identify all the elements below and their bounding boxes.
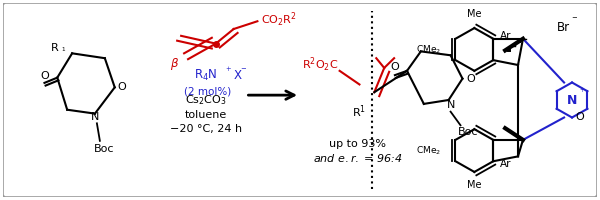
- Text: Boc: Boc: [458, 127, 479, 137]
- Text: R$_4$N: R$_4$N: [194, 68, 218, 83]
- Text: $^1$: $^1$: [61, 47, 66, 56]
- Text: Cs$_2$CO$_3$: Cs$_2$CO$_3$: [185, 93, 227, 107]
- Text: O: O: [40, 71, 49, 81]
- Text: $^-$: $^-$: [239, 66, 248, 76]
- Text: Me: Me: [467, 180, 482, 190]
- Text: O: O: [391, 62, 399, 72]
- Text: Me: Me: [467, 9, 482, 19]
- Text: CO$_2$R$^2$: CO$_2$R$^2$: [261, 10, 297, 29]
- Text: up to 93%: up to 93%: [329, 139, 386, 149]
- Text: N: N: [446, 100, 455, 110]
- Text: Br: Br: [557, 21, 570, 34]
- Text: O: O: [575, 112, 584, 122]
- Text: $^+$: $^+$: [578, 87, 586, 97]
- Text: $^-$: $^-$: [570, 15, 578, 25]
- Text: $\mathregular{CMe_2}$: $\mathregular{CMe_2}$: [416, 144, 440, 157]
- Text: N: N: [567, 94, 577, 106]
- Text: −20 °C, 24 h: −20 °C, 24 h: [170, 124, 242, 134]
- Text: N: N: [91, 112, 99, 122]
- Text: R$^1$: R$^1$: [352, 103, 367, 120]
- Text: β: β: [170, 57, 178, 70]
- Text: (2 mol%): (2 mol%): [184, 86, 232, 96]
- Text: $^+$: $^+$: [224, 66, 232, 76]
- Text: O: O: [466, 74, 475, 84]
- Text: toluene: toluene: [185, 110, 227, 120]
- Text: R: R: [50, 43, 58, 53]
- Text: Boc: Boc: [94, 144, 114, 154]
- FancyBboxPatch shape: [3, 3, 597, 197]
- Text: Ar: Ar: [500, 159, 512, 169]
- Text: $\mathregular{CMe_2}$: $\mathregular{CMe_2}$: [416, 43, 440, 56]
- Text: O: O: [117, 82, 126, 92]
- Text: and $e.r.$ = 96:4: and $e.r.$ = 96:4: [313, 152, 403, 164]
- Text: R$^2$O$_2$C: R$^2$O$_2$C: [302, 56, 338, 74]
- Text: X: X: [233, 69, 242, 82]
- Text: Ar: Ar: [500, 31, 512, 41]
